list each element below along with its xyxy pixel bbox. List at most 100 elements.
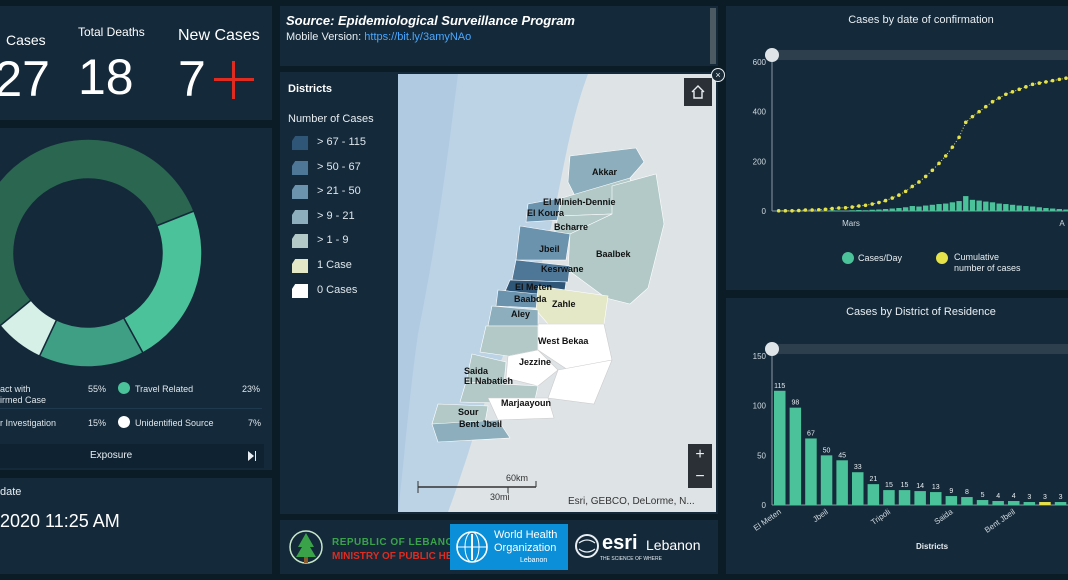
cumulative-point[interactable] xyxy=(870,202,875,206)
district-bar[interactable] xyxy=(914,491,926,505)
district-bar[interactable] xyxy=(805,438,817,505)
cumulative-point[interactable] xyxy=(1004,92,1008,97)
district-bar[interactable] xyxy=(930,492,942,505)
cumulative-point[interactable] xyxy=(997,96,1001,100)
district-bar[interactable] xyxy=(883,490,895,505)
district-bar[interactable] xyxy=(867,484,880,505)
daily-cases-bar[interactable] xyxy=(889,208,895,211)
cumulative-point[interactable] xyxy=(923,174,928,179)
cumulative-point[interactable] xyxy=(957,135,961,140)
daily-cases-bar[interactable] xyxy=(1023,206,1029,211)
cumulative-point[interactable] xyxy=(857,204,861,208)
district-bar[interactable] xyxy=(1039,502,1051,505)
y-range-slider-handle[interactable] xyxy=(765,48,779,62)
cumulative-point[interactable] xyxy=(970,114,975,119)
daily-cases-bar[interactable] xyxy=(909,206,915,211)
daily-cases-bar[interactable] xyxy=(1003,204,1009,211)
cumulative-point[interactable] xyxy=(963,120,968,125)
donut-slice-1[interactable] xyxy=(122,210,203,354)
daily-cases-bar[interactable] xyxy=(829,210,835,211)
district-bar[interactable] xyxy=(945,496,958,505)
daily-cases-bar[interactable] xyxy=(1036,207,1042,211)
cumulative-point[interactable] xyxy=(897,193,901,197)
district-bar[interactable] xyxy=(992,501,1004,505)
cumulative-point[interactable] xyxy=(1024,85,1028,89)
mobile-version-link[interactable]: https://bit.ly/3amyNAo xyxy=(364,31,472,43)
home-button[interactable] xyxy=(684,78,712,106)
cumulative-point[interactable] xyxy=(1030,82,1035,87)
map-view[interactable]: Akkar El Minieh-Dennie El Koura Bcharre Jbei… xyxy=(398,74,716,512)
daily-cases-bar[interactable] xyxy=(983,201,989,211)
cumulative-point[interactable] xyxy=(850,205,854,209)
daily-cases-bar[interactable] xyxy=(856,210,862,211)
cumulative-point[interactable] xyxy=(1017,87,1022,92)
cumulative-point[interactable] xyxy=(903,189,908,194)
district-bar[interactable] xyxy=(961,497,973,505)
daily-cases-bar[interactable] xyxy=(963,196,969,211)
cumulative-point[interactable] xyxy=(930,168,935,173)
cumulative-point[interactable] xyxy=(810,208,814,212)
cumulative-point[interactable] xyxy=(1057,77,1062,82)
donut-slice-2[interactable] xyxy=(38,316,144,368)
source-scrollbar[interactable] xyxy=(710,8,716,64)
cumulative-point[interactable] xyxy=(816,207,821,212)
cumulative-point[interactable] xyxy=(796,208,801,213)
cumulative-point[interactable] xyxy=(843,205,848,210)
daily-cases-bar[interactable] xyxy=(869,209,875,211)
donut-slice-0[interactable] xyxy=(0,138,195,327)
daily-cases-bar[interactable] xyxy=(936,204,942,211)
cumulative-point[interactable] xyxy=(1044,80,1048,84)
daily-cases-bar[interactable] xyxy=(956,201,962,211)
daily-cases-bar[interactable] xyxy=(896,208,902,211)
expand-icon[interactable]: × xyxy=(711,68,725,82)
district-bar[interactable] xyxy=(789,407,802,505)
daily-cases-bar[interactable] xyxy=(996,203,1002,211)
daily-cases-bar[interactable] xyxy=(949,202,956,211)
cumulative-point[interactable] xyxy=(783,208,788,213)
district-bar[interactable] xyxy=(774,390,786,505)
daily-cases-bar[interactable] xyxy=(1016,205,1022,211)
zoom-out-button[interactable]: − xyxy=(688,466,712,488)
cumulative-point[interactable] xyxy=(984,104,988,109)
daily-cases-bar[interactable] xyxy=(1049,208,1056,211)
district-bar[interactable] xyxy=(836,460,848,505)
daily-cases-bar[interactable] xyxy=(902,207,909,211)
donut-slice-3[interactable] xyxy=(0,299,58,358)
district-bar[interactable] xyxy=(1023,502,1036,505)
daily-cases-bar[interactable] xyxy=(943,203,949,211)
district-bar[interactable] xyxy=(898,490,911,505)
cumulative-point[interactable] xyxy=(863,203,868,208)
cumulative-point[interactable] xyxy=(790,208,794,213)
daily-cases-bar[interactable] xyxy=(1029,206,1036,211)
daily-cases-bar[interactable] xyxy=(1043,208,1049,211)
cumulative-point[interactable] xyxy=(803,208,808,212)
daily-cases-bar[interactable] xyxy=(842,210,849,212)
district-bar[interactable] xyxy=(852,472,864,505)
cumulative-point[interactable] xyxy=(950,145,955,149)
daily-cases-bar[interactable] xyxy=(836,210,842,212)
cumulative-point[interactable] xyxy=(937,161,941,166)
district-bar[interactable] xyxy=(820,455,833,505)
cumulative-point[interactable] xyxy=(823,207,828,212)
cumulative-point[interactable] xyxy=(877,200,881,205)
play-icon[interactable] xyxy=(248,451,254,461)
daily-cases-bar[interactable] xyxy=(1063,209,1068,211)
cumulative-point[interactable] xyxy=(776,208,781,213)
daily-cases-bar[interactable] xyxy=(929,204,936,211)
cumulative-point[interactable] xyxy=(837,206,841,210)
district-bar[interactable] xyxy=(976,500,989,505)
daily-cases-bar[interactable] xyxy=(862,210,869,211)
cumulative-point[interactable] xyxy=(883,198,888,203)
daily-cases-bar[interactable] xyxy=(882,209,889,211)
district-bar[interactable] xyxy=(1054,502,1067,505)
cumulative-point[interactable] xyxy=(1010,90,1015,94)
daily-cases-bar[interactable] xyxy=(969,199,976,211)
cumulative-point[interactable] xyxy=(1050,78,1055,83)
cumulative-point[interactable] xyxy=(917,180,921,184)
cumulative-point[interactable] xyxy=(977,109,981,114)
cumulative-point[interactable] xyxy=(890,196,895,200)
daily-cases-bar[interactable] xyxy=(923,205,929,211)
cumulative-point[interactable] xyxy=(1037,81,1042,85)
daily-cases-bar[interactable] xyxy=(1009,204,1016,211)
